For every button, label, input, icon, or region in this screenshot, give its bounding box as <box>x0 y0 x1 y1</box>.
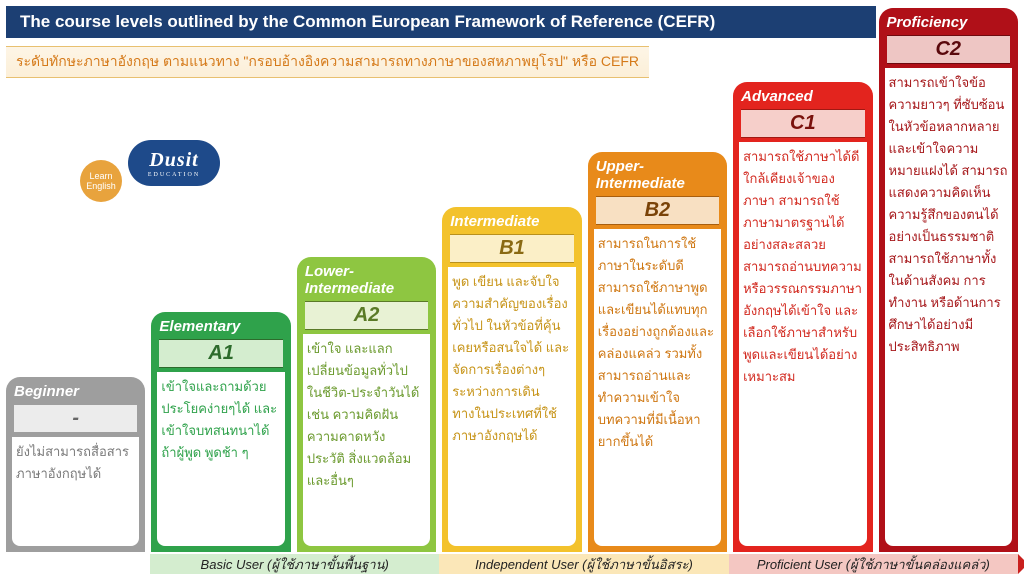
level-code: B2 <box>596 196 719 225</box>
level-beginner: Beginner- ยังไม่สามารถสื่อสารภาษาอังกฤษได… <box>6 377 145 552</box>
level-description: สามารถในการใช้ภาษาในระดับดี สามารถใช้ภาษ… <box>594 229 721 546</box>
level-name: Elementary <box>151 312 290 339</box>
level-name: Upper-Intermediate <box>588 152 727 196</box>
level-description: พูด เขียน และจับใจความสำคัญของเรื่องทั่ว… <box>448 267 575 546</box>
level-code: A2 <box>305 301 428 330</box>
level-name: Advanced <box>733 82 872 109</box>
level-code: B1 <box>450 234 573 263</box>
level-code: C1 <box>741 109 864 138</box>
level-description: เข้าใจและถามด้วยประโยคง่ายๆได้ และเข้าใจ… <box>157 372 284 546</box>
user-band: Independent User (ผู้ใช้ภาษาขั้นอิสระ) <box>439 554 728 574</box>
user-band: Basic User (ผู้ใช้ภาษาขั้นพื้นฐาน) <box>150 554 439 574</box>
level-description: สามารถใช้ภาษาได้ดี ใกล้เคียงเจ้าของภาษา … <box>739 142 866 546</box>
level-code: A1 <box>159 339 282 368</box>
level-code: - <box>14 404 137 433</box>
level-code: C2 <box>887 35 1010 64</box>
level-description: ยังไม่สามารถสื่อสารภาษาอังกฤษได้ <box>12 437 139 546</box>
level-a2: Lower-IntermediateA2 เข้าใจ และแลกเปลี่ยน… <box>297 257 436 552</box>
levels-row: Beginner- ยังไม่สามารถสื่อสารภาษาอังกฤษได… <box>6 8 1018 552</box>
user-band-label: Independent User (ผู้ใช้ภาษาขั้นอิสระ) <box>475 554 693 575</box>
level-description: เข้าใจ และแลกเปลี่ยนข้อมูลทั่วไป ในชีวิต… <box>303 334 430 546</box>
level-a1: ElementaryA1 เข้าใจและถามด้วยประโยคง่ายๆไ… <box>151 312 290 552</box>
level-description: สามารถเข้าใจข้อความยาวๆ ที่ซับซ้อนในหัวข… <box>885 68 1012 546</box>
user-bands: Basic User (ผู้ใช้ภาษาขั้นพื้นฐาน) Indepe… <box>150 554 1018 574</box>
level-name: Lower-Intermediate <box>297 257 436 301</box>
level-c1: AdvancedC1 สามารถใช้ภาษาได้ดี ใกล้เคียงเจ… <box>733 82 872 552</box>
level-name: Proficiency <box>879 8 1018 35</box>
level-b2: Upper-IntermediateB2 สามารถในการใช้ภาษาใน… <box>588 152 727 552</box>
user-band-label: Proficient User (ผู้ใช้ภาษาขั้นคล่องแคล่… <box>757 554 990 575</box>
user-band-label: Basic User (ผู้ใช้ภาษาขั้นพื้นฐาน) <box>201 554 389 575</box>
level-b1: IntermediateB1 พูด เขียน และจับใจความสำคั… <box>442 207 581 552</box>
level-name: Intermediate <box>442 207 581 234</box>
user-band: Proficient User (ผู้ใช้ภาษาขั้นคล่องแคล่… <box>729 554 1018 574</box>
level-c2: ProficiencyC2 สามารถเข้าใจข้อความยาวๆ ที่… <box>879 8 1018 552</box>
level-name: Beginner <box>6 377 145 404</box>
